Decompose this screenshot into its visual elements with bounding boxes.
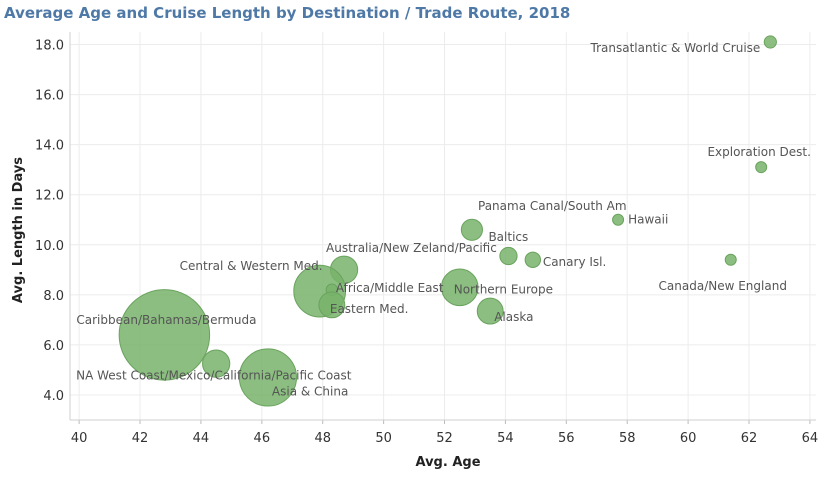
x-tick-label: 58 [619, 431, 636, 446]
x-tick-label: 48 [314, 431, 331, 446]
x-axis-title: Avg. Age [415, 455, 480, 470]
bubble-point[interactable] [524, 251, 542, 269]
point-label: Central & Western Med. [180, 259, 323, 273]
y-tick-label: 18.0 [35, 39, 64, 54]
point-label: Alaska [494, 310, 533, 324]
bubble-point[interactable] [499, 246, 518, 266]
bubble-point[interactable] [238, 348, 298, 407]
y-axis-title: Avg. Length in Days [11, 157, 26, 303]
bubble-point[interactable] [318, 291, 346, 319]
y-tick-label: 12.0 [35, 189, 64, 204]
y-tick-label: 10.0 [35, 239, 64, 254]
y-tick-label: 8.0 [43, 289, 64, 304]
bubble-point[interactable] [202, 349, 231, 378]
bubble-point[interactable] [440, 268, 479, 307]
point-label: Northern Europe [454, 282, 553, 296]
point-label: Caribbean/Bahamas/Bermuda [76, 313, 256, 327]
bubble-point[interactable] [118, 289, 211, 381]
point-label: Australia/New Zeland/Pacific [326, 241, 497, 255]
point-label: Baltics [488, 230, 528, 244]
x-tick-label: 42 [132, 431, 149, 446]
bubble-point[interactable] [460, 218, 483, 241]
x-tick-label: 54 [497, 431, 514, 446]
y-tick-label: 6.0 [43, 339, 64, 354]
bubble-point[interactable] [755, 161, 768, 174]
y-tick-label: 14.0 [35, 139, 64, 154]
point-label: Transatlantic & World Cruise [590, 41, 761, 55]
x-tick-label: 56 [558, 431, 575, 446]
x-tick-label: 46 [254, 431, 271, 446]
bubble-point[interactable] [724, 253, 737, 266]
point-label: NA West Coast/Mexico/California/Pacific … [76, 369, 352, 383]
label-layer: Transatlantic & World Cruise Exploration … [76, 41, 811, 398]
point-label: Asia & China [272, 384, 348, 398]
x-tick-label: 60 [680, 431, 697, 446]
x-tick-label: 40 [71, 431, 88, 446]
bubble-point[interactable] [763, 35, 777, 49]
bubble-layer [118, 35, 777, 407]
point-label: Eastern Med. [330, 302, 409, 316]
x-tick-label: 44 [193, 431, 210, 446]
point-label: Hawaii [628, 213, 668, 227]
point-label: Canada/New England [659, 279, 787, 293]
point-label: Canary Isl. [543, 255, 606, 269]
bubble-point[interactable] [476, 297, 504, 325]
x-tick-label: 50 [375, 431, 392, 446]
point-label: Panama Canal/South Am [478, 199, 627, 213]
bubble-point[interactable] [612, 213, 625, 226]
x-tick-label: 64 [802, 431, 819, 446]
x-tick-label: 52 [436, 431, 453, 446]
y-tick-label: 4.0 [43, 389, 64, 404]
y-tick-label: 16.0 [35, 89, 64, 104]
point-label: Africa/Middle East [336, 281, 444, 295]
point-label: Exploration Dest. [707, 145, 810, 159]
chart-title: Average Age and Cruise Length by Destina… [4, 4, 571, 22]
x-tick-label: 62 [741, 431, 758, 446]
axis-layer: 4.0 6.0 8.0 10.0 12.0 14.0 16.0 18.0 40 42 44 46 48 5… [35, 32, 818, 446]
